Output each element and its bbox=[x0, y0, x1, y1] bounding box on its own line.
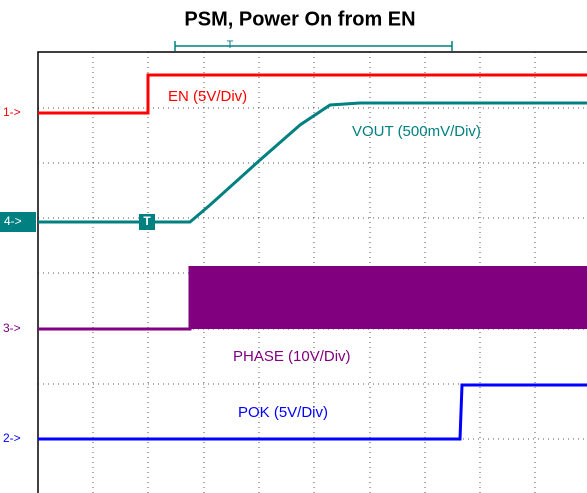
graticule-border bbox=[37, 51, 587, 493]
channel-label: POK (5V/Div) bbox=[238, 404, 328, 421]
vout-trace bbox=[38, 101, 587, 224]
trigger-bracket bbox=[174, 41, 453, 51]
channel-label: VOUT (500mV/Div) bbox=[352, 123, 481, 140]
channel-marker: 3-> bbox=[3, 321, 21, 335]
en-trace bbox=[38, 73, 587, 115]
channel-label: PHASE (10V/Div) bbox=[233, 348, 351, 365]
channel-marker: 4-> bbox=[4, 214, 22, 228]
title: PSM, Power On from EN bbox=[184, 8, 415, 30]
channel-label: EN (5V/Div) bbox=[168, 88, 247, 105]
channel-marker: 2-> bbox=[3, 431, 21, 445]
trigger-marker: T bbox=[227, 39, 234, 51]
channel-marker: 1-> bbox=[3, 105, 21, 119]
channel-marker-box bbox=[0, 212, 36, 232]
trigger-box bbox=[139, 214, 155, 230]
phase-switching bbox=[190, 266, 587, 329]
pok-trace bbox=[38, 383, 587, 441]
phase-trace bbox=[38, 266, 192, 331]
trigger-trace-marker: T bbox=[143, 214, 151, 228]
